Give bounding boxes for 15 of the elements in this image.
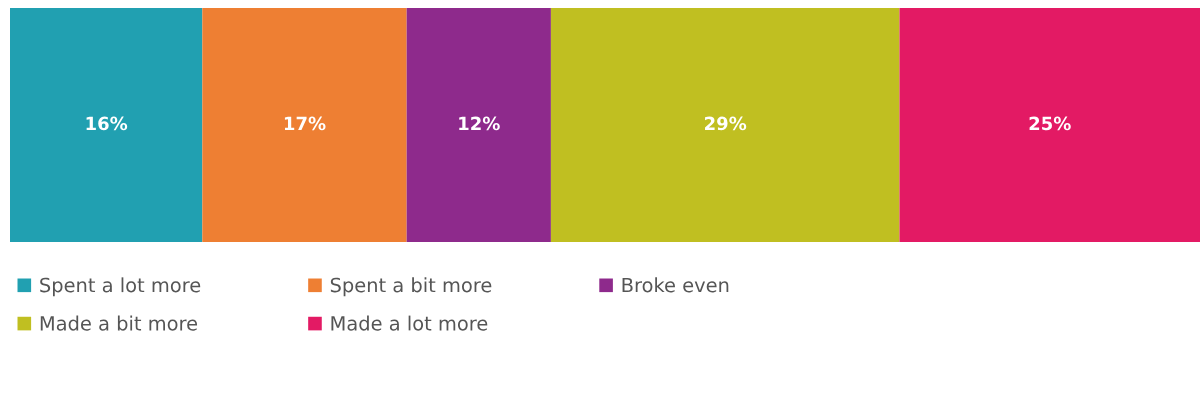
bar bbox=[550, 8, 900, 242]
bar bbox=[10, 8, 203, 242]
data-label: 17% bbox=[284, 116, 326, 131]
legend-label: Spent a lot more bbox=[40, 277, 201, 297]
legend-label: Broke even bbox=[622, 277, 729, 293]
legend-label: Spent a bit more bbox=[330, 277, 492, 297]
legend-label: Made a lot more bbox=[331, 315, 488, 331]
data-label: 12% bbox=[459, 116, 500, 131]
data-label: 29% bbox=[705, 116, 747, 131]
bar bbox=[406, 8, 551, 242]
bar bbox=[202, 8, 407, 242]
bar bbox=[899, 8, 1200, 242]
data-label: 16% bbox=[86, 116, 128, 131]
data-label: 25% bbox=[1029, 116, 1071, 131]
legend-label: Made a bit more bbox=[40, 315, 198, 331]
